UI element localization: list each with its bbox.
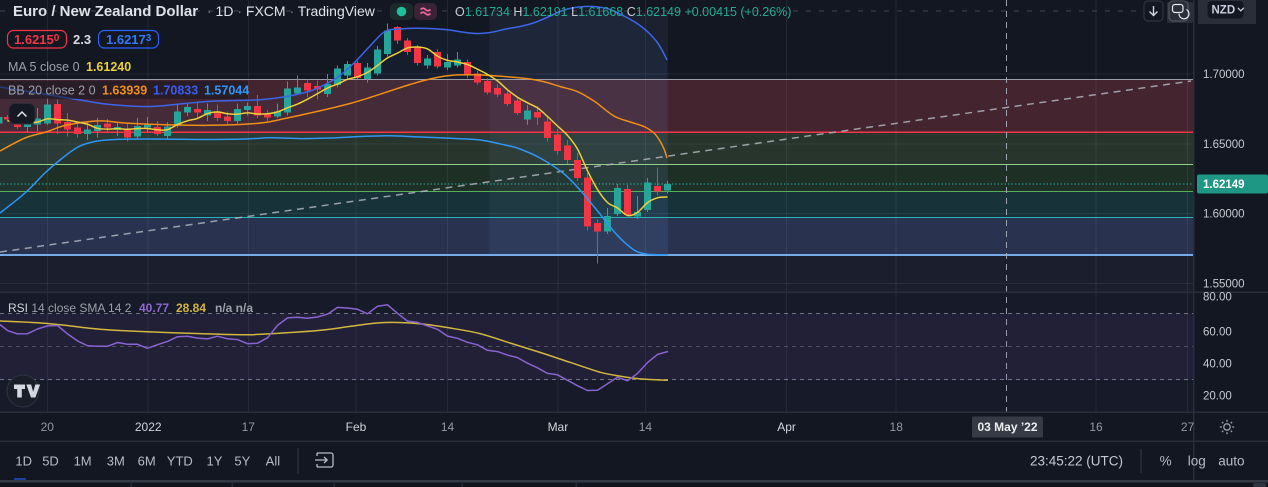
svg-text:Apr: Apr xyxy=(777,420,796,434)
svg-text:03 May ’22: 03 May ’22 xyxy=(977,420,1037,434)
svg-text:5Y: 5Y xyxy=(234,454,250,469)
svg-text:23:45:22 (UTC): 23:45:22 (UTC) xyxy=(1030,454,1123,469)
svg-text:2022: 2022 xyxy=(135,420,162,434)
svg-text:3M: 3M xyxy=(107,454,125,469)
svg-text:Feb: Feb xyxy=(346,420,367,434)
svg-text:BB 20 close 2 0: BB 20 close 2 0 xyxy=(8,84,96,98)
svg-text:17: 17 xyxy=(242,420,256,434)
svg-text:1.61240: 1.61240 xyxy=(86,60,131,74)
svg-text:1.63939: 1.63939 xyxy=(102,84,147,98)
svg-text:60.00: 60.00 xyxy=(1203,326,1232,338)
svg-text:1.60000: 1.60000 xyxy=(1203,209,1245,221)
svg-text:80.00: 80.00 xyxy=(1203,292,1232,304)
svg-text:40.00: 40.00 xyxy=(1203,359,1232,371)
svg-text:20: 20 xyxy=(41,420,55,434)
svg-text:1D: 1D xyxy=(15,454,32,469)
svg-text:1.62149: 1.62149 xyxy=(1203,179,1245,191)
svg-text:n/a n/a: n/a n/a xyxy=(215,301,253,315)
svg-text:16: 16 xyxy=(1089,420,1103,434)
svg-text:RSI 14 close SMA 14 2: RSI 14 close SMA 14 2 xyxy=(8,301,132,315)
svg-text:5D: 5D xyxy=(42,454,59,469)
svg-text:2.3: 2.3 xyxy=(73,32,91,47)
svg-text:All: All xyxy=(266,454,281,469)
svg-text:· 1D · FXCM · TradingView: · 1D · FXCM · TradingView xyxy=(207,3,376,19)
svg-text:1.65000: 1.65000 xyxy=(1203,139,1245,151)
svg-text:YTD: YTD xyxy=(167,454,193,469)
svg-text:1.62150: 1.62150 xyxy=(14,32,60,47)
svg-text:1.55000: 1.55000 xyxy=(1203,279,1245,291)
svg-text:18: 18 xyxy=(890,420,904,434)
svg-text:14: 14 xyxy=(639,420,653,434)
svg-text:20.00: 20.00 xyxy=(1203,390,1232,402)
svg-text:14: 14 xyxy=(441,420,455,434)
svg-text:log: log xyxy=(1188,454,1206,469)
svg-text:1.70833: 1.70833 xyxy=(153,84,198,98)
svg-text:NZD: NZD xyxy=(1212,5,1236,17)
svg-text:MA 5 close 0: MA 5 close 0 xyxy=(8,60,80,74)
svg-text:40.77: 40.77 xyxy=(139,301,169,315)
svg-text:Mar: Mar xyxy=(548,420,569,434)
svg-text:%: % xyxy=(1160,454,1172,469)
svg-text:1Y: 1Y xyxy=(207,454,223,469)
svg-text:O1.61734 H1.62191 L1.61668 C1.: O1.61734 H1.62191 L1.61668 C1.62149 +0.0… xyxy=(455,5,791,19)
svg-text:1.62173: 1.62173 xyxy=(106,32,152,47)
svg-text:1M: 1M xyxy=(74,454,92,469)
svg-text:28.84: 28.84 xyxy=(176,301,206,315)
svg-text:6M: 6M xyxy=(138,454,156,469)
svg-text:auto: auto xyxy=(1218,454,1244,469)
svg-text:1.70000: 1.70000 xyxy=(1203,69,1245,81)
svg-text:1.57044: 1.57044 xyxy=(204,84,249,98)
svg-text:27: 27 xyxy=(1181,420,1195,434)
svg-text:Euro / New Zealand Dollar: Euro / New Zealand Dollar xyxy=(13,3,198,20)
